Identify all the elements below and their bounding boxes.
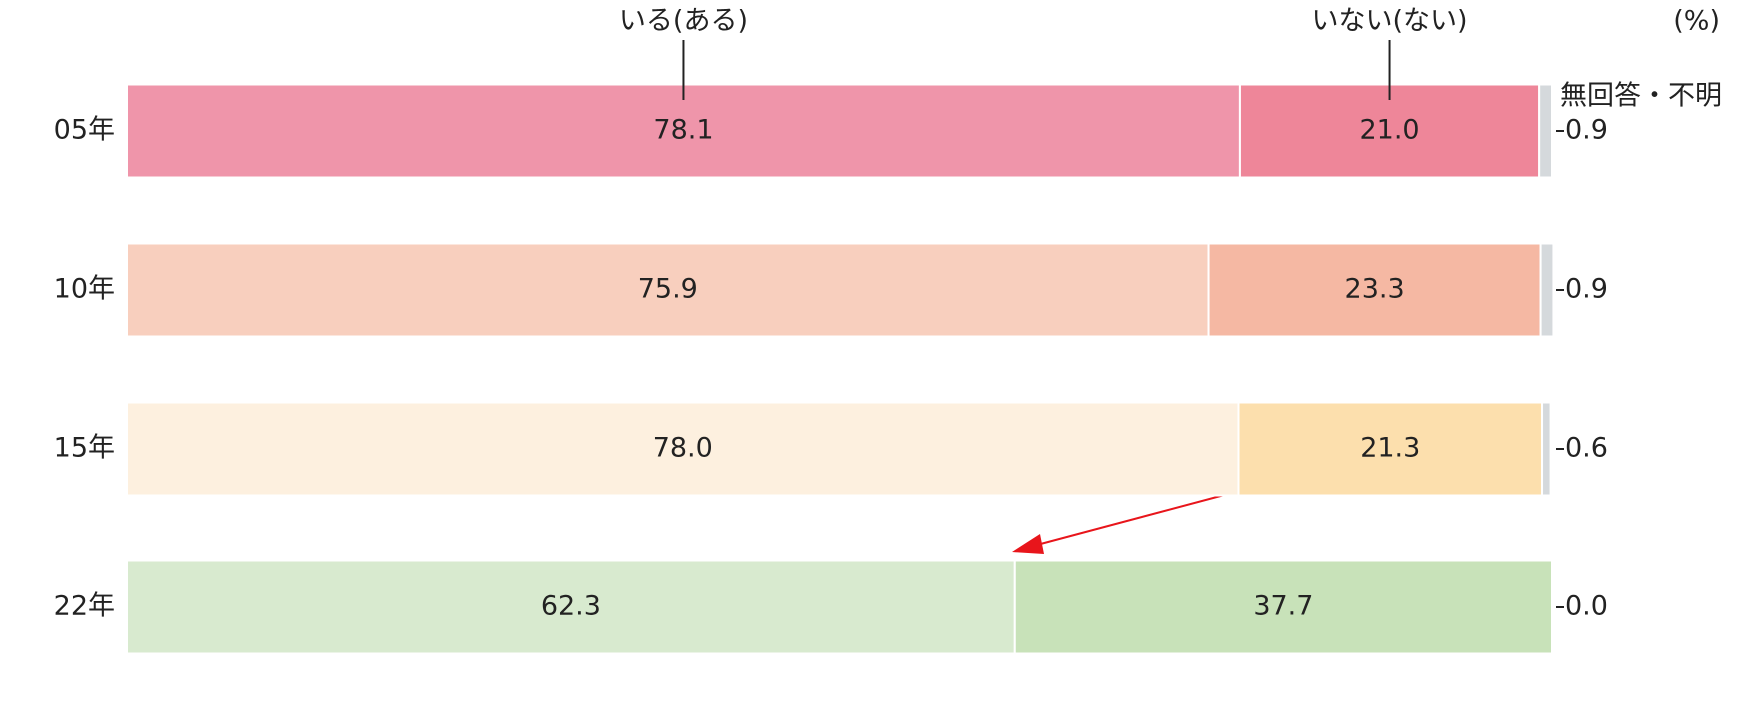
bar-segment bbox=[126, 559, 1016, 655]
category-label: 22年 bbox=[54, 591, 115, 622]
bar-segment bbox=[1207, 242, 1542, 338]
value-label: 21.0 bbox=[1359, 115, 1419, 146]
arrow-head bbox=[1012, 534, 1044, 554]
bar-segment bbox=[126, 401, 1240, 497]
bar-segment bbox=[1538, 83, 1554, 179]
category-label: 15年 bbox=[54, 433, 115, 464]
bar-segment bbox=[1013, 559, 1553, 655]
bar-segment bbox=[1541, 401, 1552, 497]
value-label: 75.9 bbox=[638, 274, 698, 305]
arrow bbox=[1017, 488, 1248, 551]
unit-label: (%) bbox=[1673, 6, 1720, 37]
value-label: 78.1 bbox=[653, 115, 713, 146]
series-label: 無回答・不明 bbox=[1560, 81, 1722, 112]
value-label: 0.9 bbox=[1565, 115, 1608, 146]
series-label: いない(ない) bbox=[1312, 6, 1468, 37]
bar-segment bbox=[126, 242, 1210, 338]
value-label: 62.3 bbox=[541, 591, 601, 622]
bar-segment bbox=[1237, 401, 1544, 497]
value-label: 0.9 bbox=[1565, 274, 1608, 305]
value-label: 23.3 bbox=[1345, 274, 1405, 305]
value-label: 37.7 bbox=[1253, 591, 1313, 622]
value-label: 0.0 bbox=[1565, 591, 1608, 622]
category-label: 05年 bbox=[54, 115, 115, 146]
value-label: 0.6 bbox=[1565, 433, 1608, 464]
bar-segment bbox=[1539, 242, 1555, 338]
category-label: 10年 bbox=[54, 274, 115, 305]
value-label: 21.3 bbox=[1360, 433, 1420, 464]
value-label: 78.0 bbox=[653, 433, 713, 464]
series-label: いる(ある) bbox=[619, 6, 748, 37]
